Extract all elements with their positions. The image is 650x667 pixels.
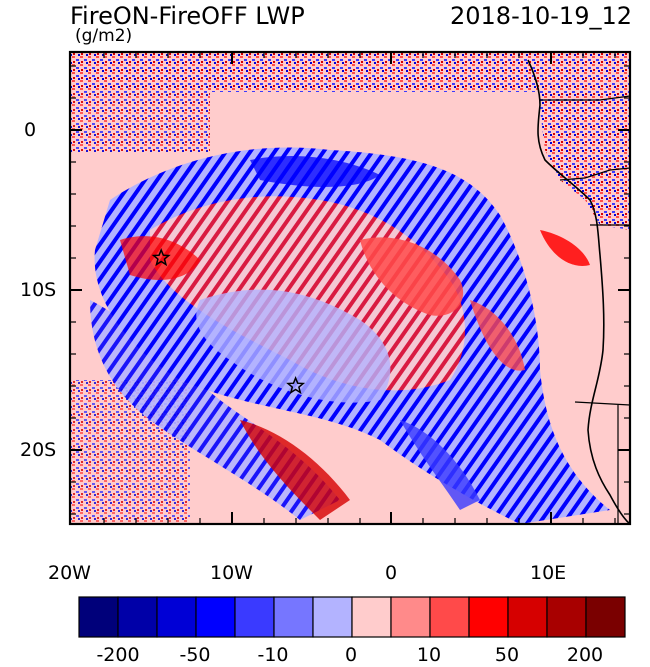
colorbar-swatch	[234, 596, 275, 638]
star-marker-north	[151, 247, 171, 267]
y-tick-label-20s: 20S	[20, 439, 57, 461]
y-tick-label-0: 0	[24, 119, 37, 141]
colorbar-label: -10	[257, 644, 289, 666]
colorbar	[78, 596, 626, 638]
colorbar-label: -200	[96, 644, 140, 666]
colorbar-swatch	[195, 596, 236, 638]
colorbar-swatch	[429, 596, 470, 638]
x-tick-label-20w: 20W	[48, 562, 91, 584]
star-marker-south	[286, 375, 306, 395]
y-minor-ticks	[70, 65, 630, 515]
x-tick-label-0: 0	[385, 562, 398, 584]
lwp-field	[70, 52, 630, 524]
colorbar-swatch	[507, 596, 548, 638]
colorbar-swatch	[546, 596, 587, 638]
colorbar-swatch	[351, 596, 392, 638]
colorbar-label: -50	[179, 644, 211, 666]
colorbar-label: 10	[416, 644, 442, 666]
marker-layer	[151, 247, 306, 395]
colorbar-swatch	[312, 596, 353, 638]
y-tick-label-10s: 10S	[20, 279, 57, 301]
colorbar-swatch	[585, 596, 626, 638]
map-title: FireON-FireOFF LWP	[70, 2, 305, 30]
colorbar-swatch	[78, 596, 119, 638]
map-timestamp: 2018-10-19_12	[449, 2, 632, 30]
colorbar-swatch	[273, 596, 314, 638]
y-major-ticks	[70, 129, 630, 451]
colorbar-swatch	[390, 596, 431, 638]
x-tick-label-10w: 10W	[210, 562, 253, 584]
units-label: (g/m2)	[75, 26, 133, 46]
colorbar-swatch	[156, 596, 197, 638]
colorbar-label: 50	[494, 644, 520, 666]
x-tick-label-10e: 10E	[530, 562, 567, 584]
x-major-ticks	[231, 52, 552, 524]
colorbar-label: 200	[566, 644, 604, 666]
x-minor-ticks	[103, 52, 616, 524]
colorbar-label: 0	[344, 644, 358, 666]
colorbar-swatch	[468, 596, 509, 638]
colorbar-swatch	[117, 596, 158, 638]
plot-frame	[68, 50, 632, 526]
